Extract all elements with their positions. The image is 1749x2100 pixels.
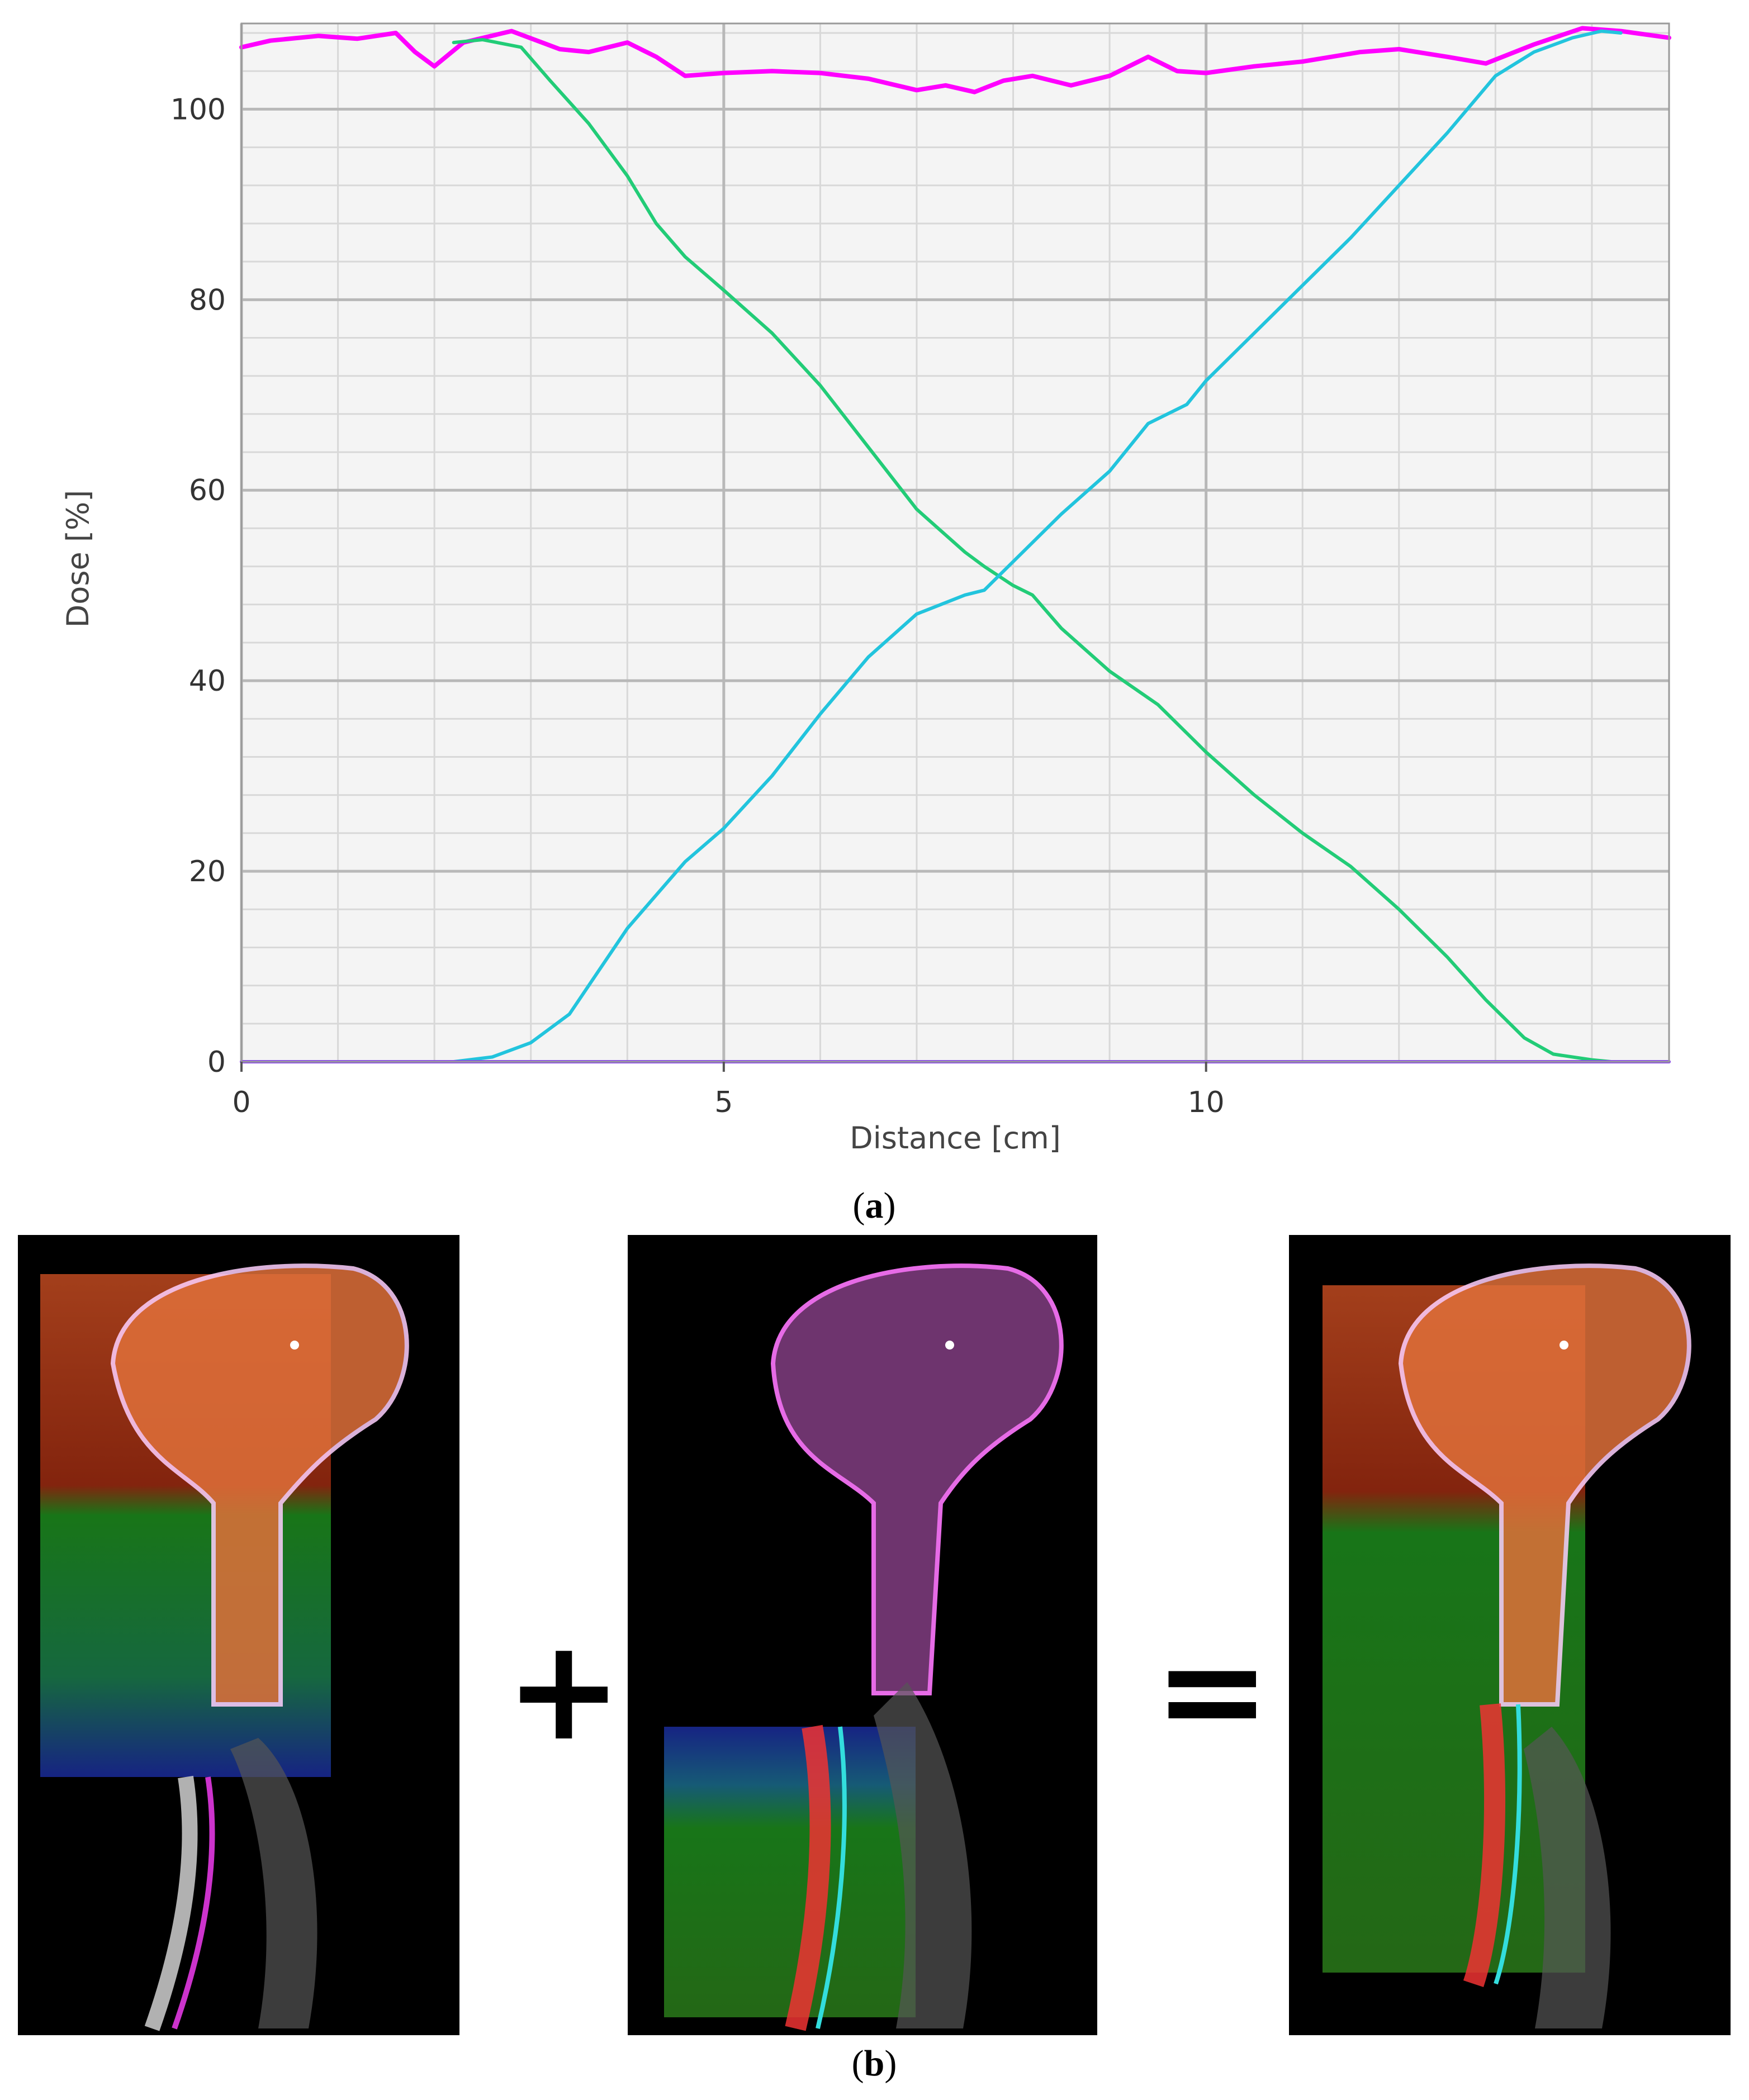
y-tick-label: 20 (189, 855, 226, 889)
ct-panel-upper-field (18, 1235, 459, 2035)
y-tick-label: 0 (207, 1046, 226, 1079)
x-tick-label: 0 (232, 1086, 250, 1119)
ct-panel-summed-dose (1289, 1235, 1731, 2035)
x-tick-label: 10 (1188, 1086, 1225, 1119)
x-axis-title: Distance [cm] (850, 1120, 1061, 1156)
y-tick-label: 60 (189, 474, 226, 507)
panel-b-letter: b (864, 2043, 885, 2084)
panel-a-caption: (a) (852, 1185, 896, 1226)
y-tick-label: 40 (189, 664, 226, 698)
y-tick-label: 100 (170, 93, 226, 126)
plot-frame (240, 22, 1670, 1063)
y-tick-label: 80 (189, 283, 226, 317)
panel-a-letter: a (865, 1185, 884, 1226)
equals-operator: = (1154, 1609, 1271, 1771)
x-tick-label: 5 (714, 1086, 733, 1119)
panel-b-caption: (b) (851, 2043, 897, 2084)
y-axis-title: Dose [%] (60, 490, 96, 628)
series-line-3 (452, 29, 1623, 1063)
plus-operator: + (505, 1609, 623, 1771)
series-line-1 (239, 26, 1671, 94)
series-line-2 (452, 38, 1613, 1063)
ct-panel-lower-field (628, 1235, 1097, 2035)
